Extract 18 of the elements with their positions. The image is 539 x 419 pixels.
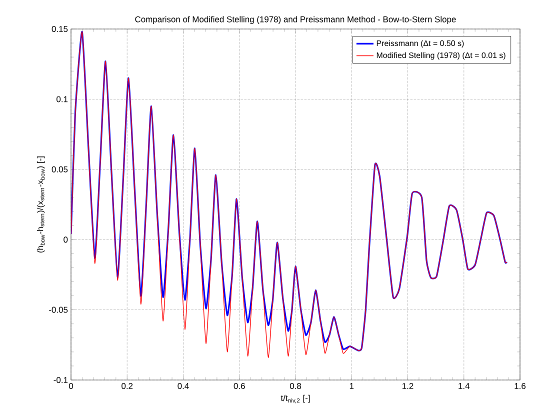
text: (h$_{bow}$-h$_{stern}$)/(x$_{stern}$-x$_{bow}$) [-]	[36, 156, 45, 253]
y-tick-label: 0.05	[52, 166, 68, 172]
y-tick-label: 0.15	[52, 26, 68, 32]
y-tick-label: -0.1	[54, 377, 68, 383]
chart-title: Comparison of Modified Stelling (1978) and Preissmann Method - Bow-to-Stern Slope	[135, 16, 456, 24]
y-tick-label: -0.05	[49, 306, 68, 313]
x-tick-label: 0.4	[178, 383, 189, 390]
y-tick-label: 0	[64, 236, 68, 243]
x-tick-label: 1.2	[402, 383, 414, 389]
x-tick-label: 1.6	[514, 383, 526, 390]
x-tick-label: 1.4	[458, 383, 470, 389]
x-tick-label: 0	[68, 383, 74, 390]
x-tick-label: 1	[350, 383, 354, 389]
x-axis-title: t/t$_{niv,2}$ [-]	[280, 394, 310, 404]
x-tick-label: 0.8	[290, 383, 302, 390]
x-tick-label: 0.2	[122, 383, 133, 390]
y-tick-label: 0.1	[56, 96, 68, 102]
x-tick-label: 0.6	[234, 383, 245, 390]
